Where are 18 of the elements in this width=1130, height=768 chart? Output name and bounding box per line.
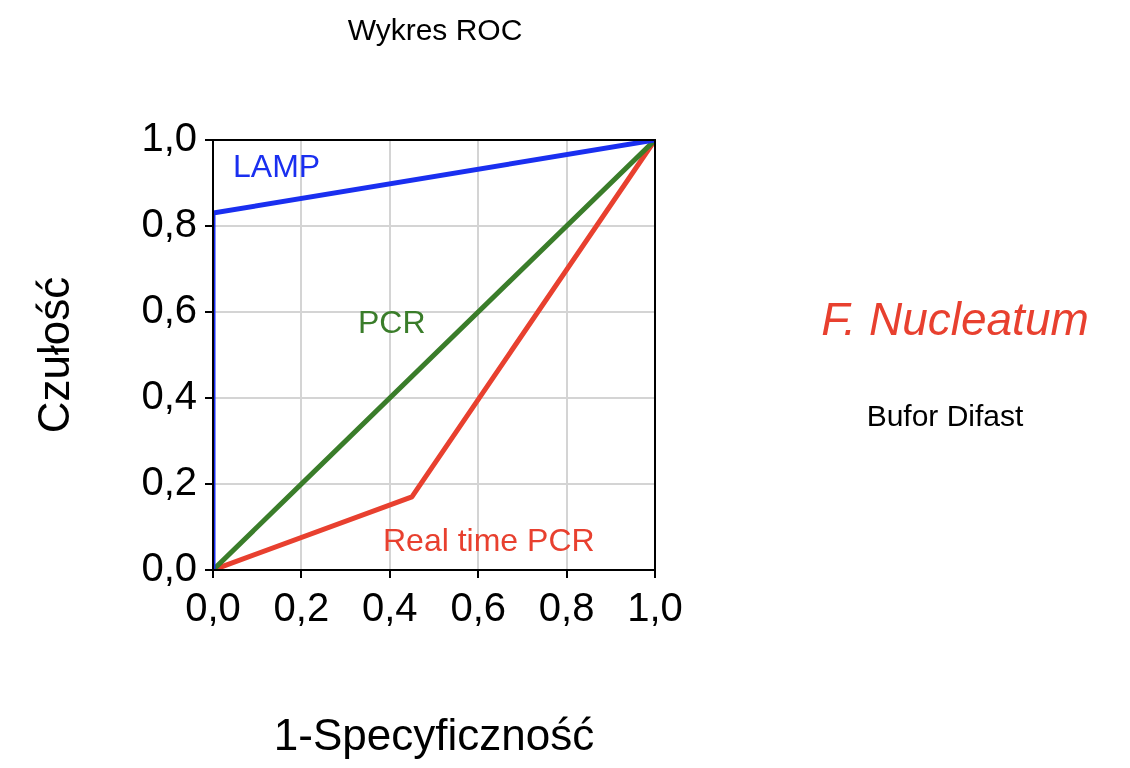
chart-title: Wykres ROC: [347, 13, 523, 47]
x-tick-label: 0,2: [273, 585, 330, 630]
y-tick-label: 0,2: [141, 459, 197, 504]
y-tick-label: 0,4: [141, 373, 197, 418]
text: F. Nucleatum: [821, 292, 1089, 345]
y-tick-label: 0,8: [141, 201, 197, 246]
series-label: LAMP: [233, 147, 321, 184]
y-tick-label: 1,0: [141, 115, 197, 160]
text: Bufor Difast: [866, 399, 1025, 433]
y-axis-title: Czułość: [28, 276, 78, 434]
series-label: Real time PCR: [383, 521, 595, 558]
series-label: PCR: [358, 303, 426, 340]
x-axis-title: 1-Specyficzność: [273, 709, 595, 759]
x-tick-label: 1,0: [627, 585, 683, 630]
x-tick-label: 0,8: [538, 585, 595, 630]
x-tick-label: 0,6: [450, 585, 506, 630]
y-tick-label: 0,6: [141, 287, 197, 332]
x-tick-label: 0,4: [362, 585, 418, 630]
